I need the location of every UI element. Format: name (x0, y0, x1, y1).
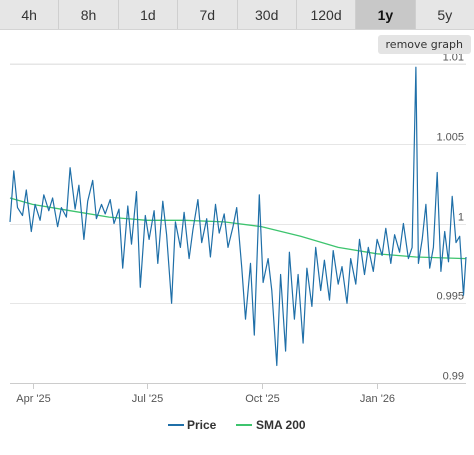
y-tick-label: 1.005 (436, 132, 464, 144)
x-tick-label: Jul '25 (132, 393, 163, 405)
x-tick-label: Jan '26 (360, 393, 395, 405)
x-axis: Apr '25 Jul '25 Oct '25 Jan '26 (10, 383, 466, 405)
series-lines (9, 66, 467, 367)
range-tab-1y[interactable]: 1y (356, 0, 416, 29)
range-tab-7d[interactable]: 7d (178, 0, 238, 29)
y-tick-label: 0.99 (443, 371, 464, 383)
y-axis-labels: 0.99 0.995 1 1.005 1.01 (436, 52, 464, 383)
legend-label: SMA 200 (256, 418, 306, 432)
series-line-price (9, 66, 467, 367)
legend[interactable]: Price SMA 200 (168, 418, 306, 432)
range-tab-5y[interactable]: 5y (437, 6, 453, 23)
x-tick-label: Oct '25 (245, 393, 280, 405)
y-tick-label: 1 (458, 212, 464, 224)
range-tab-30d[interactable]: 30d (238, 0, 297, 29)
y-tick-label: 0.995 (436, 291, 464, 303)
y-tick-label: 1.01 (443, 52, 464, 64)
time-range-tabs: 4h 8h 1d 7d 30d 120d 1y 5y (0, 0, 474, 30)
legend-label: Price (187, 418, 217, 432)
range-tab-4h[interactable]: 4h (0, 0, 60, 29)
remove-graph-button[interactable]: remove graph (377, 35, 471, 54)
range-tab-8h[interactable]: 8h (59, 0, 119, 29)
legend-item-price[interactable]: Price (168, 418, 217, 432)
x-tick-label: Apr '25 (16, 393, 51, 405)
range-tab-1d[interactable]: 1d (119, 0, 179, 29)
legend-item-sma-200[interactable]: SMA 200 (236, 418, 306, 432)
range-tab-120d[interactable]: 120d (297, 0, 357, 29)
series-line-sma-200 (9, 197, 467, 260)
